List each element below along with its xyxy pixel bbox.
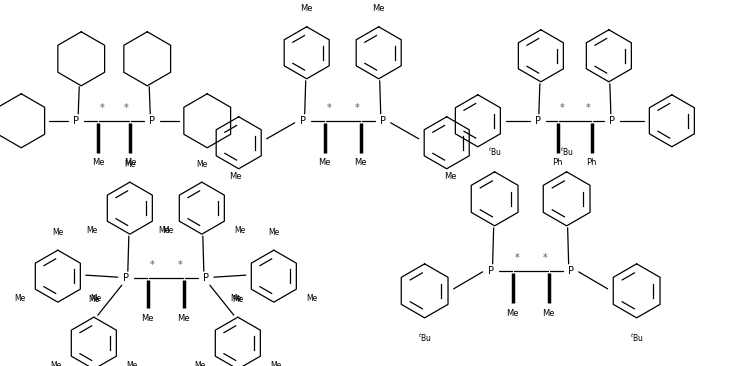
Text: Me: Me xyxy=(228,172,241,181)
Text: P: P xyxy=(609,116,615,126)
Text: Me: Me xyxy=(50,361,61,366)
Text: *: * xyxy=(99,103,105,113)
Text: Me: Me xyxy=(506,309,519,318)
Text: Me: Me xyxy=(196,160,207,169)
Text: P: P xyxy=(488,266,494,276)
Text: P: P xyxy=(149,116,156,126)
Text: P: P xyxy=(123,273,129,283)
Text: Me: Me xyxy=(124,158,136,167)
Text: P: P xyxy=(535,116,541,126)
Text: Me: Me xyxy=(307,294,318,303)
Text: Me: Me xyxy=(158,226,170,235)
Text: P: P xyxy=(380,116,385,126)
Text: Me: Me xyxy=(194,361,206,366)
Text: $^t$Bu: $^t$Bu xyxy=(559,146,573,158)
Text: Me: Me xyxy=(230,294,241,303)
Text: Ph: Ph xyxy=(553,158,563,167)
Text: Me: Me xyxy=(91,294,102,303)
Text: Me: Me xyxy=(270,361,282,366)
Text: Me: Me xyxy=(268,228,279,237)
Text: *: * xyxy=(354,103,359,113)
Text: *: * xyxy=(150,260,154,270)
Text: $^t$Bu: $^t$Bu xyxy=(488,146,502,158)
Text: *: * xyxy=(124,103,129,113)
Text: $^t$Bu: $^t$Bu xyxy=(418,332,432,344)
Text: *: * xyxy=(326,103,331,113)
Text: Me: Me xyxy=(372,4,385,13)
Text: Me: Me xyxy=(542,309,555,318)
Text: Me: Me xyxy=(301,4,313,13)
Text: P: P xyxy=(203,273,209,283)
Text: Me: Me xyxy=(178,314,190,323)
Text: Me: Me xyxy=(354,158,367,167)
Text: Ph: Ph xyxy=(587,158,597,167)
Text: *: * xyxy=(559,103,565,113)
Text: Me: Me xyxy=(52,228,63,237)
Text: Me: Me xyxy=(88,295,99,304)
Text: Me: Me xyxy=(125,160,136,169)
Text: Me: Me xyxy=(92,158,105,167)
Text: *: * xyxy=(585,103,590,113)
Text: Me: Me xyxy=(162,226,173,235)
Text: Me: Me xyxy=(142,314,154,323)
Text: Me: Me xyxy=(14,294,25,303)
Text: Me: Me xyxy=(318,158,331,167)
Text: P: P xyxy=(567,266,573,276)
Text: P: P xyxy=(300,116,306,126)
Text: Me: Me xyxy=(444,172,457,181)
Text: Me: Me xyxy=(126,361,138,366)
Text: P: P xyxy=(73,116,80,126)
Text: *: * xyxy=(542,253,547,263)
Text: Me: Me xyxy=(232,295,243,304)
Text: Me: Me xyxy=(234,226,245,235)
Text: Me: Me xyxy=(86,226,97,235)
Text: *: * xyxy=(514,253,519,263)
Text: *: * xyxy=(178,260,182,270)
Text: $^t$Bu: $^t$Bu xyxy=(629,332,643,344)
